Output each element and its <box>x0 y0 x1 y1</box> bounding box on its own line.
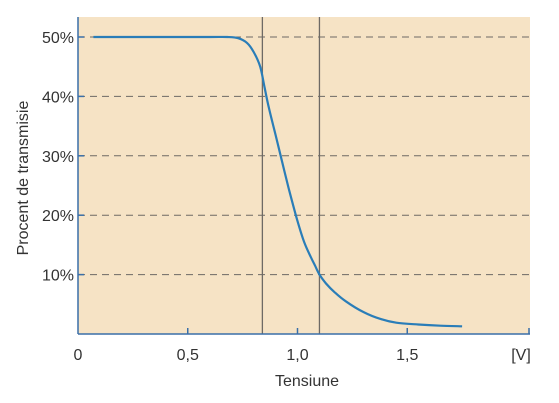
x-tick-label-1: 0,5 <box>177 347 199 364</box>
plot-background <box>78 17 530 334</box>
y-tick-label-0: 10% <box>42 268 74 285</box>
x-tick-label-2: 1,0 <box>286 347 308 364</box>
y-tick-labels: 10% 20% 30% 40% 50% <box>42 30 74 285</box>
x-tick-labels: 0 0,5 1,0 1,5 <box>74 347 419 364</box>
x-unit-label: [V] <box>511 347 531 364</box>
x-tick-label-3: 1,5 <box>396 347 418 364</box>
y-tick-label-3: 40% <box>42 89 74 106</box>
y-axis-title: Procent de transmisie <box>15 101 32 256</box>
x-axis-title: Tensiune <box>275 373 339 390</box>
x-tick-label-0: 0 <box>74 347 83 364</box>
y-tick-label-4: 50% <box>42 30 74 47</box>
y-tick-label-2: 30% <box>42 149 74 166</box>
y-tick-label-1: 20% <box>42 208 74 225</box>
